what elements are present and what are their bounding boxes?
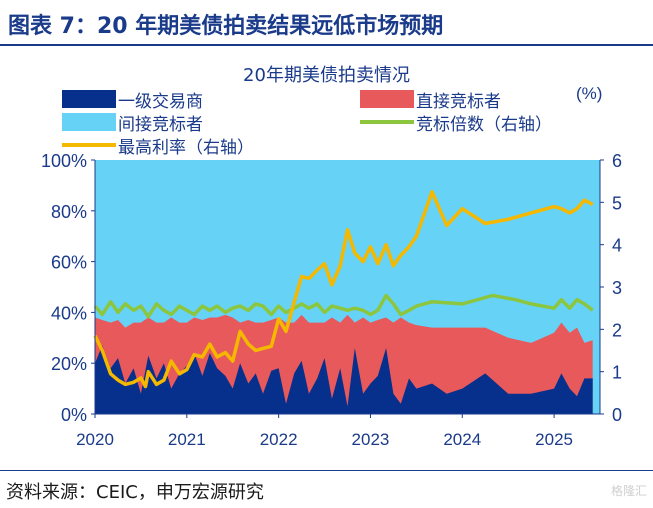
- watermark: 格隆汇: [610, 484, 647, 498]
- right-tick-label: 0: [612, 405, 622, 425]
- chart-title: 20年期美债拍卖情况: [243, 65, 410, 86]
- right-tick-label: 2: [612, 320, 622, 340]
- bottom-rule: [0, 470, 653, 471]
- x-tick-label: 2024: [443, 430, 481, 449]
- left-tick-label: 60%: [51, 253, 87, 273]
- x-tick-label: 2020: [76, 430, 114, 449]
- cover-ratio-line: [93, 293, 594, 319]
- right-tick-label: 6: [612, 151, 622, 171]
- figure-title: 图表 7：20 年期美债拍卖结果远低市场预期: [8, 14, 444, 39]
- left-tick-label: 20%: [51, 354, 87, 374]
- right-tick-label: 4: [612, 236, 622, 256]
- legend-label-primary: 一级交易商: [118, 92, 203, 112]
- left-tick-label: 80%: [51, 202, 87, 222]
- legend-label-direct: 直接竞标者: [416, 92, 501, 112]
- primary-dealer-area: [95, 345, 593, 414]
- legend-swatch-direct: [360, 90, 414, 108]
- right-tick-label: 5: [612, 193, 622, 213]
- high-yield-line: [93, 190, 594, 389]
- right-tick-label: 3: [612, 278, 622, 298]
- source-note: 资料来源：CEIC，申万宏源研究: [6, 482, 264, 503]
- legend-label-indirect: 间接竞标者: [118, 115, 203, 135]
- left-tick-label: 40%: [51, 303, 87, 323]
- figure-title-bar: 图表 7：20 年期美债拍卖结果远低市场预期: [0, 0, 653, 46]
- x-tick-label: 2025: [535, 430, 573, 449]
- legend-label-cover: 竞标倍数（右轴）: [416, 115, 552, 135]
- legend-swatch-indirect: [62, 113, 116, 131]
- x-tick-label: 2022: [260, 430, 298, 449]
- right-tick-label: 1: [612, 363, 622, 383]
- legend-label-high: 最高利率（右轴）: [118, 138, 254, 158]
- left-tick-label: 0%: [61, 405, 87, 425]
- legend-swatch-primary: [62, 90, 116, 108]
- left-tick-label: 100%: [41, 151, 87, 171]
- x-tick-label: 2021: [168, 430, 206, 449]
- x-tick-label: 2023: [352, 430, 390, 449]
- right-axis-unit: (%): [576, 84, 602, 103]
